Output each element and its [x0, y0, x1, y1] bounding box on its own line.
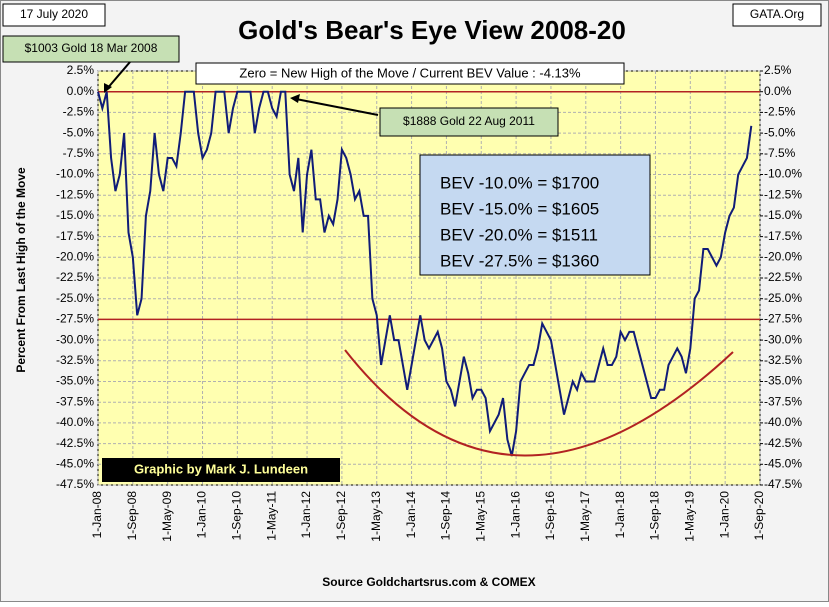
- credit: Graphic by Mark J. Lundeen: [134, 461, 308, 476]
- x-tick-label: 1-Sep-12: [334, 491, 348, 541]
- y-tick-label: -30.0%: [56, 332, 94, 346]
- y2-tick-label: -7.5%: [764, 146, 796, 160]
- x-tick-label: 1-Sep-16: [543, 491, 557, 541]
- x-tick-label: 1-Jan-20: [717, 491, 731, 539]
- annotation-arrow: [105, 61, 131, 91]
- y2-tick-label: 2.5%: [764, 63, 792, 77]
- y2-tick-label: -20.0%: [764, 249, 802, 263]
- y-tick-label: -10.0%: [56, 167, 94, 181]
- y-tick-label: -7.5%: [63, 146, 95, 160]
- y-tick-label: -12.5%: [56, 187, 94, 201]
- annotation-box: [379, 107, 559, 137]
- y-tick-label: -25.0%: [56, 291, 94, 305]
- arrow-head: [290, 94, 300, 103]
- y-tick-label: -45.0%: [56, 456, 94, 470]
- x-tick-label: 1-Jan-14: [404, 491, 418, 539]
- y-tick-label: -40.0%: [56, 415, 94, 429]
- x-axis-label: Source Goldchartsrus.com & COMEX: [322, 575, 535, 589]
- x-tick-label: 1-Jan-16: [508, 491, 522, 539]
- x-tick-label: 1-Sep-08: [125, 491, 139, 541]
- annotation: $1888 Gold 22 Aug 2011: [403, 114, 535, 128]
- x-tick-label: 1-Jan-08: [90, 491, 104, 539]
- y-tick-label: -22.5%: [56, 270, 94, 284]
- y2-tick-label: -30.0%: [764, 332, 802, 346]
- annotation: $1003 Gold 18 Mar 2008: [25, 41, 158, 55]
- bev-table-row: BEV -10.0% = $1700: [440, 173, 599, 192]
- y-axis-label: Percent From Last High of the Move: [14, 167, 28, 373]
- y-tick-label: -5.0%: [63, 125, 95, 139]
- date-label: 17 July 2020: [20, 7, 88, 21]
- arrow-head: [104, 83, 112, 93]
- source-tag-box: [732, 3, 822, 27]
- source-tag: GATA.Org: [750, 7, 804, 21]
- y2-tick-label: -37.5%: [764, 394, 802, 408]
- x-tick-label: 1-Sep-14: [439, 491, 453, 541]
- y2-tick-label: -32.5%: [764, 353, 802, 367]
- y2-tick-label: -17.5%: [764, 229, 802, 243]
- bev-table-box: [419, 154, 651, 276]
- date-box: [2, 3, 106, 27]
- y-tick-label: -37.5%: [56, 394, 94, 408]
- x-tick-label: 1-May-13: [369, 491, 383, 542]
- y-tick-label: -20.0%: [56, 249, 94, 263]
- y-tick-label: -35.0%: [56, 374, 94, 388]
- credit-box: [102, 458, 340, 482]
- y2-tick-label: -15.0%: [764, 208, 802, 222]
- series-layer: [97, 90, 753, 457]
- y2-tick-label: -12.5%: [764, 187, 802, 201]
- x-tick-label: 1-Sep-20: [752, 491, 766, 541]
- bev-table-row: BEV -27.5% = $1360: [440, 251, 599, 270]
- subtitle-box: [195, 62, 625, 85]
- x-tick-label: 1-Sep-18: [648, 491, 662, 541]
- annotation-box: [2, 35, 180, 63]
- x-tick-label: 1-May-11: [264, 491, 278, 541]
- y-tick-label: -2.5%: [63, 105, 95, 119]
- y-tick-label: -42.5%: [56, 436, 94, 450]
- y-tick-label: -15.0%: [56, 208, 94, 222]
- x-tick-label: 1-Jan-12: [299, 491, 313, 539]
- y-tick-label: -47.5%: [56, 477, 94, 491]
- bev-table-row: BEV -15.0% = $1605: [440, 199, 599, 218]
- y-tick-label: 0.0%: [67, 84, 95, 98]
- x-tick-label: 1-May-09: [160, 491, 174, 542]
- y2-tick-label: -5.0%: [764, 125, 796, 139]
- y-tick-label: -32.5%: [56, 353, 94, 367]
- y2-tick-label: 0.0%: [764, 84, 792, 98]
- y2-tick-label: -42.5%: [764, 436, 802, 450]
- x-tick-label: 1-May-17: [578, 491, 592, 542]
- y2-tick-label: -22.5%: [764, 270, 802, 284]
- y-tick-label: -27.5%: [56, 312, 94, 326]
- y2-tick-label: -2.5%: [764, 105, 796, 119]
- y-tick-label: 2.5%: [67, 63, 95, 77]
- x-tick-label: 1-Jan-18: [613, 491, 627, 539]
- y2-tick-label: -47.5%: [764, 477, 802, 491]
- y2-tick-label: -25.0%: [764, 291, 802, 305]
- subtitle: Zero = New High of the Move / Current BE…: [239, 65, 581, 80]
- annotation-arrow: [295, 98, 379, 116]
- x-tick-label: 1-Jan-10: [195, 491, 209, 539]
- chart-title: Gold's Bear's Eye View 2008-20: [238, 15, 626, 45]
- bowl-curve: [344, 349, 734, 457]
- x-tick-label: 1-Sep-10: [230, 491, 244, 541]
- y2-tick-label: -10.0%: [764, 167, 802, 181]
- y-tick-label: -17.5%: [56, 229, 94, 243]
- bev-table-row: BEV -20.0% = $1511: [440, 225, 598, 244]
- y2-tick-label: -35.0%: [764, 374, 802, 388]
- y2-tick-label: -27.5%: [764, 312, 802, 326]
- x-tick-label: 1-May-15: [473, 491, 487, 542]
- x-tick-label: 1-May-19: [682, 491, 696, 542]
- y2-tick-label: -45.0%: [764, 456, 802, 470]
- series-line: [97, 90, 753, 457]
- y2-tick-label: -40.0%: [764, 415, 802, 429]
